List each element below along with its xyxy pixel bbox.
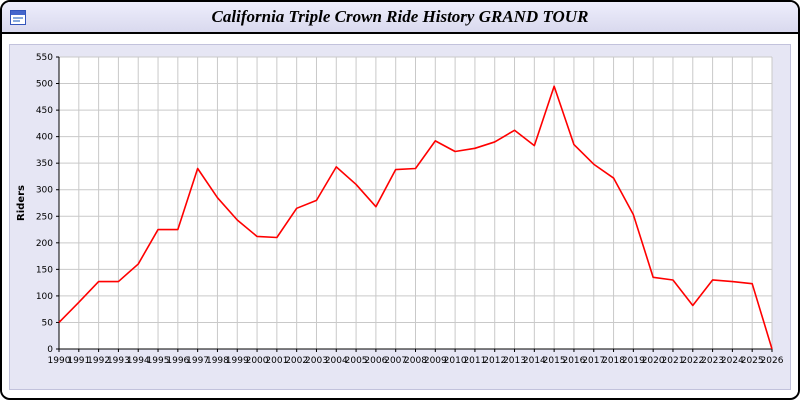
svg-text:550: 550	[36, 53, 53, 63]
svg-text:1995: 1995	[147, 356, 170, 366]
svg-text:1991: 1991	[67, 356, 90, 366]
svg-text:2016: 2016	[562, 356, 585, 366]
svg-text:2025: 2025	[741, 356, 764, 366]
svg-text:2021: 2021	[662, 356, 685, 366]
svg-text:2017: 2017	[582, 356, 605, 366]
svg-text:450: 450	[36, 106, 53, 116]
svg-text:300: 300	[36, 186, 53, 196]
svg-text:0: 0	[47, 345, 53, 355]
svg-text:2010: 2010	[444, 356, 467, 366]
svg-text:2005: 2005	[345, 356, 368, 366]
y-tick-labels: 0 50 100 150 200 250 300 350 400 450 500 550	[36, 53, 53, 355]
svg-text:2006: 2006	[364, 356, 387, 366]
y-axis-title: Riders	[16, 185, 27, 221]
svg-text:2012: 2012	[483, 356, 506, 366]
svg-text:2018: 2018	[602, 356, 625, 366]
svg-text:200: 200	[36, 239, 53, 249]
svg-text:500: 500	[36, 80, 53, 90]
svg-text:100: 100	[36, 292, 53, 302]
svg-text:2002: 2002	[285, 356, 308, 366]
svg-text:50: 50	[42, 318, 54, 328]
svg-text:1998: 1998	[206, 356, 229, 366]
svg-text:1990: 1990	[48, 356, 71, 366]
svg-text:2026: 2026	[761, 356, 784, 366]
svg-text:1992: 1992	[87, 356, 110, 366]
svg-text:350: 350	[36, 159, 53, 169]
svg-text:2024: 2024	[721, 356, 744, 366]
svg-text:150: 150	[36, 265, 53, 275]
svg-text:2007: 2007	[384, 356, 407, 366]
svg-text:400: 400	[36, 133, 53, 143]
svg-text:2011: 2011	[463, 356, 486, 366]
chart-panel: 0 50 100 150 200 250 300 350 400 450 500 550 1990 199…	[9, 44, 791, 390]
svg-text:1999: 1999	[226, 356, 249, 366]
svg-text:2015: 2015	[543, 356, 566, 366]
svg-text:1997: 1997	[186, 356, 209, 366]
svg-text:2008: 2008	[404, 356, 427, 366]
svg-text:2004: 2004	[325, 356, 348, 366]
app-icon	[10, 10, 26, 25]
svg-text:2020: 2020	[642, 356, 665, 366]
svg-text:1993: 1993	[107, 356, 130, 366]
title-bar: California Triple Crown Ride History GRA…	[2, 2, 798, 34]
gridlines	[59, 56, 773, 349]
svg-text:250: 250	[36, 212, 53, 222]
svg-text:2013: 2013	[503, 356, 526, 366]
window-body: 0 50 100 150 200 250 300 350 400 450 500 550 1990 199…	[2, 34, 798, 396]
svg-text:1996: 1996	[166, 356, 189, 366]
svg-text:2003: 2003	[305, 356, 328, 366]
svg-text:2022: 2022	[681, 356, 704, 366]
svg-text:2000: 2000	[246, 356, 269, 366]
axes	[56, 56, 773, 352]
svg-text:2023: 2023	[701, 356, 724, 366]
svg-text:2009: 2009	[424, 356, 447, 366]
svg-text:1994: 1994	[127, 356, 150, 366]
svg-text:2014: 2014	[523, 356, 546, 366]
window-title: California Triple Crown Ride History GRA…	[211, 7, 589, 26]
riders-line-chart: 0501001502002503003504004505005501990199…	[16, 53, 784, 366]
svg-text:2001: 2001	[265, 356, 288, 366]
riders-line-series	[58, 85, 773, 350]
svg-text:2019: 2019	[622, 356, 645, 366]
x-tick-labels: 1990199119921993199419951996199719981999…	[48, 356, 784, 366]
